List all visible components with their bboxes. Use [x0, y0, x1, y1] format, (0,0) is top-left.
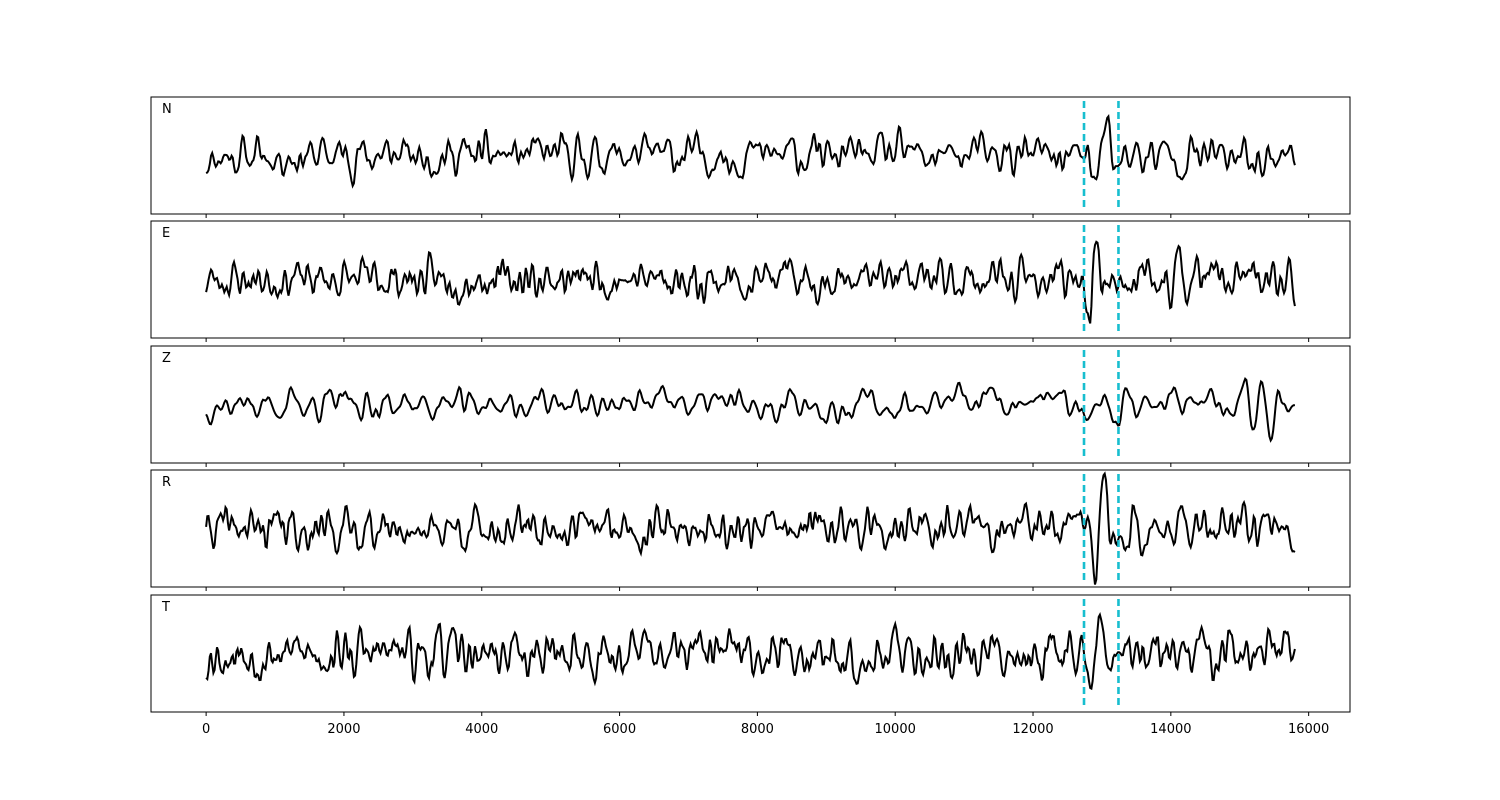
- panel-frame: [150, 96, 1351, 215]
- panel-frame: [150, 469, 1351, 588]
- panel-t: T: [150, 594, 1351, 716]
- trace-line-t: [205, 611, 1296, 691]
- x-axis: 0 2000 4000 6000 8000 10000 12000 14000 16000: [202, 722, 1329, 737]
- panel-r: R: [150, 469, 1351, 591]
- x-tick-label: 10000: [875, 722, 916, 737]
- panel-frame: [150, 594, 1351, 713]
- x-tick-label: 2000: [327, 722, 360, 737]
- x-tick-label: 0: [202, 722, 210, 737]
- x-tick-label: 12000: [1012, 722, 1053, 737]
- channel-label: T: [161, 600, 170, 615]
- trace-line-r: [205, 471, 1296, 585]
- channel-label: R: [162, 475, 171, 490]
- x-tick-label: 14000: [1150, 722, 1191, 737]
- panel-z: Z: [150, 345, 1351, 467]
- x-tick-label: 6000: [603, 722, 636, 737]
- panel-e: E: [150, 220, 1351, 342]
- trace-line-z: [205, 377, 1295, 443]
- x-tick-label: 16000: [1288, 722, 1329, 737]
- trace-line-e: [205, 240, 1296, 324]
- channel-label: E: [162, 226, 170, 241]
- panel-frame: [150, 345, 1351, 464]
- x-tick-label: 4000: [465, 722, 498, 737]
- panels-group: N E Z R T: [150, 96, 1351, 716]
- panel-frame: [150, 220, 1351, 339]
- panel-n: N: [150, 96, 1351, 218]
- trace-line-n: [205, 114, 1296, 189]
- channel-label: N: [162, 102, 172, 117]
- x-tick-label: 8000: [741, 722, 774, 737]
- channel-label: Z: [162, 351, 171, 366]
